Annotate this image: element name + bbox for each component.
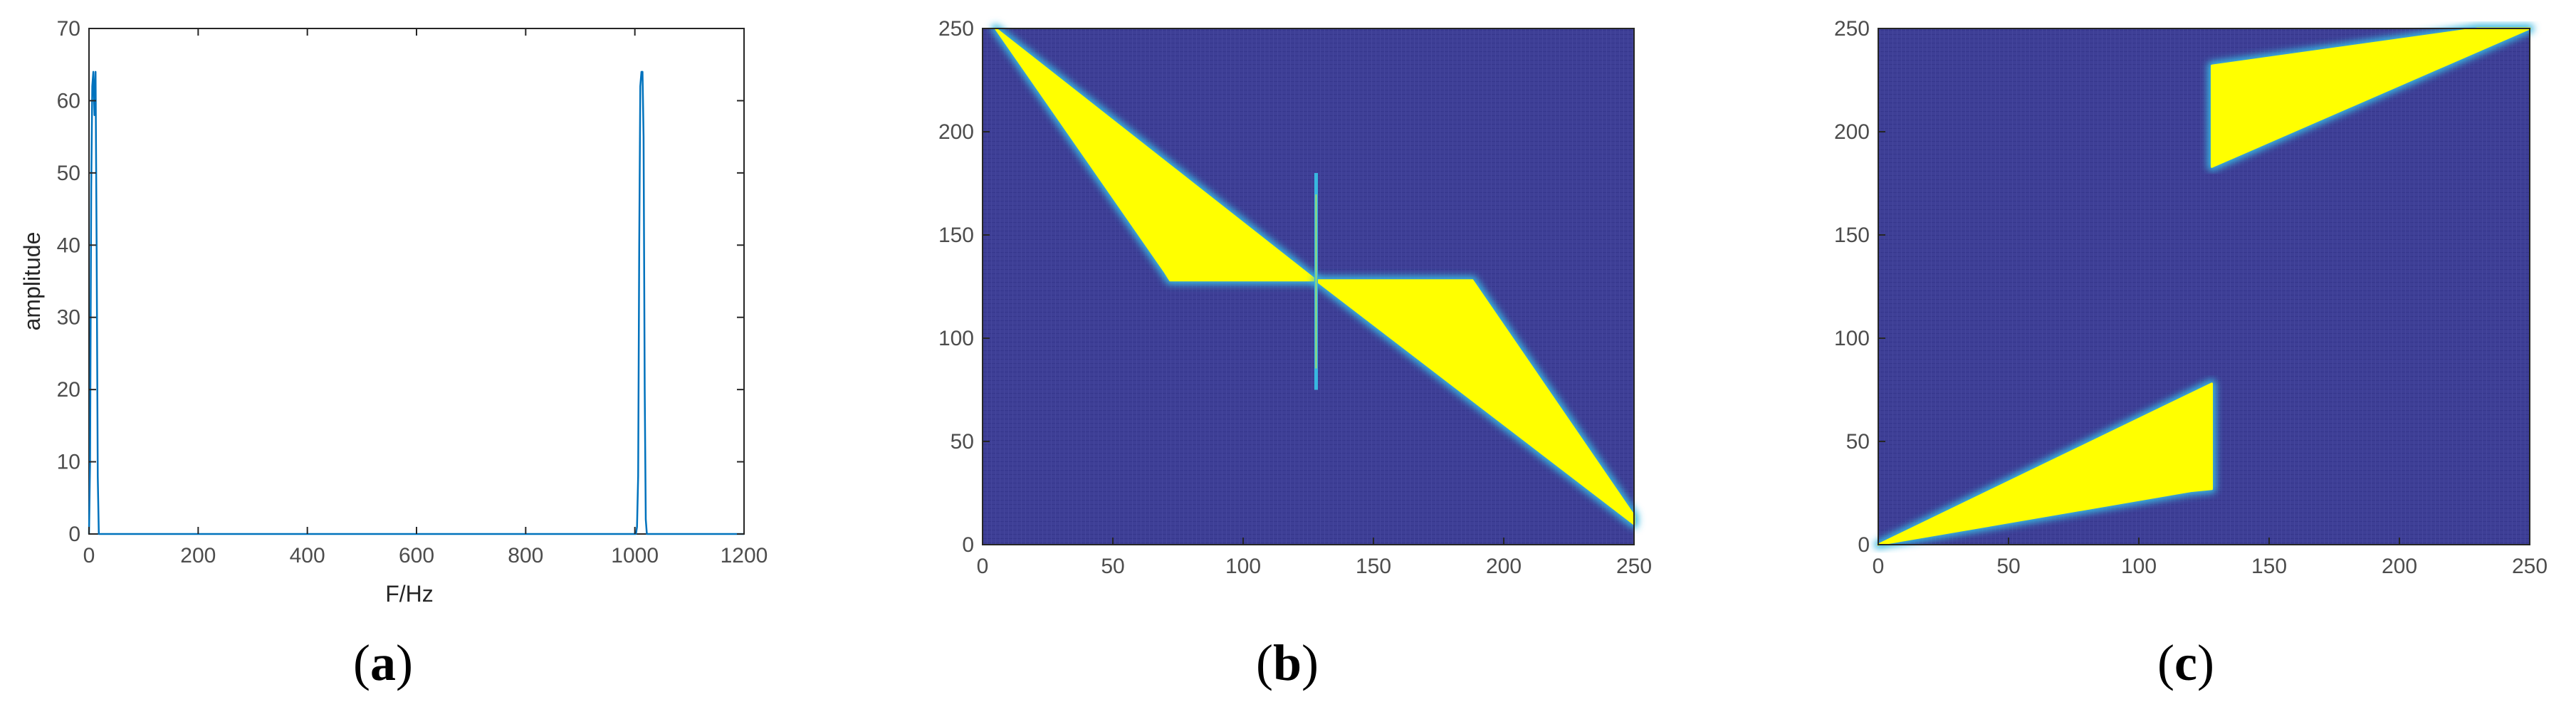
panel-b-xtick-label: 200	[1486, 555, 1522, 578]
panel-b: 0 50 100 150 200 250 0 50 100 150 200 250 (b)	[938, 17, 1652, 691]
panel-b-axes-frame	[982, 28, 1635, 545]
panel-a-xtick-label: 400	[290, 544, 325, 567]
panel-c-xtick-label: 250	[2512, 555, 2548, 578]
panel-b-xtick-label: 250	[1616, 555, 1652, 578]
panel-c-xtick-label: 100	[2121, 555, 2157, 578]
panel-c-ytick-label: 200	[1834, 120, 1870, 144]
panel-c-caption: (c)	[2157, 634, 2214, 691]
panel-b-ytick-label: 100	[938, 327, 974, 350]
panel-a-xtick-label: 1000	[611, 544, 659, 567]
panel-c-ytick-label: 150	[1834, 224, 1870, 247]
panel-a-ytick-label: 0	[68, 523, 80, 546]
panel-c-xtick-label: 200	[2382, 555, 2417, 578]
panel-a-xtick-label: 600	[399, 544, 434, 567]
panel-a-ytick-label: 10	[57, 451, 80, 474]
panel-b-plot: 0 50 100 150 200 250 0 50 100 150 200 250	[938, 17, 1652, 578]
panel-a-ytick-label: 30	[57, 306, 80, 330]
panel-b-ytick-label: 0	[962, 533, 974, 557]
panel-a-ytick-label: 50	[57, 162, 80, 185]
panel-a-xtick-label: 1200	[721, 544, 768, 567]
panel-c-ytick-label: 50	[1846, 430, 1870, 454]
panel-c-ytick-label: 250	[1834, 17, 1870, 41]
panel-b-xtick-label: 150	[1356, 555, 1391, 578]
panel-a-ytick-label: 20	[57, 378, 80, 402]
panel-b-region	[994, 27, 1317, 282]
panel-c-ytick-label: 0	[1858, 533, 1870, 557]
panel-b-ytick-label: 50	[951, 430, 974, 454]
panel-c-xtick-label: 0	[1873, 555, 1885, 578]
panel-c-xtick-label: 150	[2251, 555, 2287, 578]
panel-a-xlabel: F/Hz	[385, 581, 434, 607]
panel-b-xtick-label: 50	[1101, 555, 1124, 578]
panel-a-ytick-label: 40	[57, 234, 80, 257]
panel-a-xtick-label: 200	[180, 544, 216, 567]
panel-c-ytick-label: 100	[1834, 327, 1870, 350]
panel-b-xtick-label: 0	[977, 555, 989, 578]
panel-a-caption: (a)	[353, 634, 413, 691]
panel-a-axes-frame	[88, 28, 745, 535]
panel-b-xtick-label: 100	[1225, 555, 1261, 578]
panel-b-ytick-label: 200	[938, 120, 974, 144]
panel-c-plot: 0 50 100 150 200 250 0 50 100 150 200 250	[1834, 17, 2548, 578]
panel-b-caption: (b)	[1256, 634, 1319, 691]
panel-c-axes-frame	[1878, 28, 2530, 545]
panel-c: 0 50 100 150 200 250 0 50 100 150 200 250 (c)	[1834, 17, 2548, 691]
panel-b-ytick-label: 250	[938, 17, 974, 41]
panel-a-plot: 0 200 400 600 800 1000 1200 0 10 20 30 40 50 60 70	[57, 17, 768, 567]
panel-b-ytick-label: 150	[938, 224, 974, 247]
panel-c-xtick-label: 50	[1996, 555, 2020, 578]
panel-a-ytick-label: 60	[57, 89, 80, 112]
panel-a-xtick-label: 0	[83, 544, 95, 567]
panel-a-ytick-label: 70	[57, 17, 80, 41]
panel-a-xtick-label: 800	[508, 544, 543, 567]
panel-a: 0 200 400 600 800 1000 1200 0 10 20 30 40 50 60 70 F/H…	[19, 17, 768, 691]
panel-c-region	[1877, 382, 2213, 546]
panel-a-ylabel: amplitude	[19, 232, 45, 331]
